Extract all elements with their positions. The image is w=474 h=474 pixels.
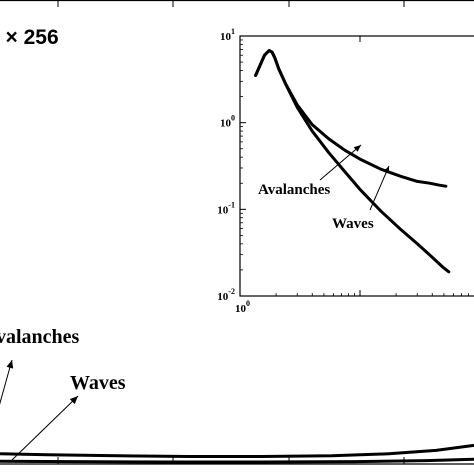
main-title: 6 × 256 xyxy=(0,26,59,49)
svg-text:100: 100 xyxy=(235,299,250,315)
inset-y-tick-label: 10-1 xyxy=(217,200,235,216)
main-label-avalanches: valanches xyxy=(0,326,80,348)
main-series-avalanches xyxy=(0,443,474,458)
inset-label-avalanches: Avalanches xyxy=(258,182,330,198)
inset-y-tick-label: 100 xyxy=(220,114,235,130)
main-arrowhead-waves xyxy=(69,396,78,405)
svg-text:100: 100 xyxy=(220,114,235,130)
inset-series-waves xyxy=(254,49,451,274)
main-annotations: valanches Waves xyxy=(0,326,126,461)
main-arrowhead-avalanches xyxy=(6,360,14,369)
inset-y-tick-label: 101 xyxy=(220,27,235,43)
main-arrow-waves xyxy=(11,395,79,461)
svg-text:10-2: 10-2 xyxy=(217,287,235,303)
main-label-waves: Waves xyxy=(70,372,126,394)
inset-arrow-waves xyxy=(369,165,390,211)
svg-text:10-1: 10-1 xyxy=(217,200,235,216)
inset-frame xyxy=(239,35,474,297)
main-series-waves xyxy=(0,457,474,464)
inset-y-tick-label: 10-2 xyxy=(217,287,235,303)
inset-annotations: Avalanches Waves xyxy=(258,144,390,232)
svg-text:101: 101 xyxy=(220,27,235,43)
inset-arrow-avalanches xyxy=(319,144,362,181)
inset-arrowhead-waves xyxy=(383,166,389,174)
inset-label-waves: Waves xyxy=(332,216,374,232)
inset-x-tick-label: 100 xyxy=(235,299,250,315)
main-series xyxy=(0,443,474,464)
inset-arrowhead-avalanches xyxy=(353,145,361,152)
main-arrow-avalanches xyxy=(0,359,13,405)
inset-series xyxy=(254,49,451,274)
